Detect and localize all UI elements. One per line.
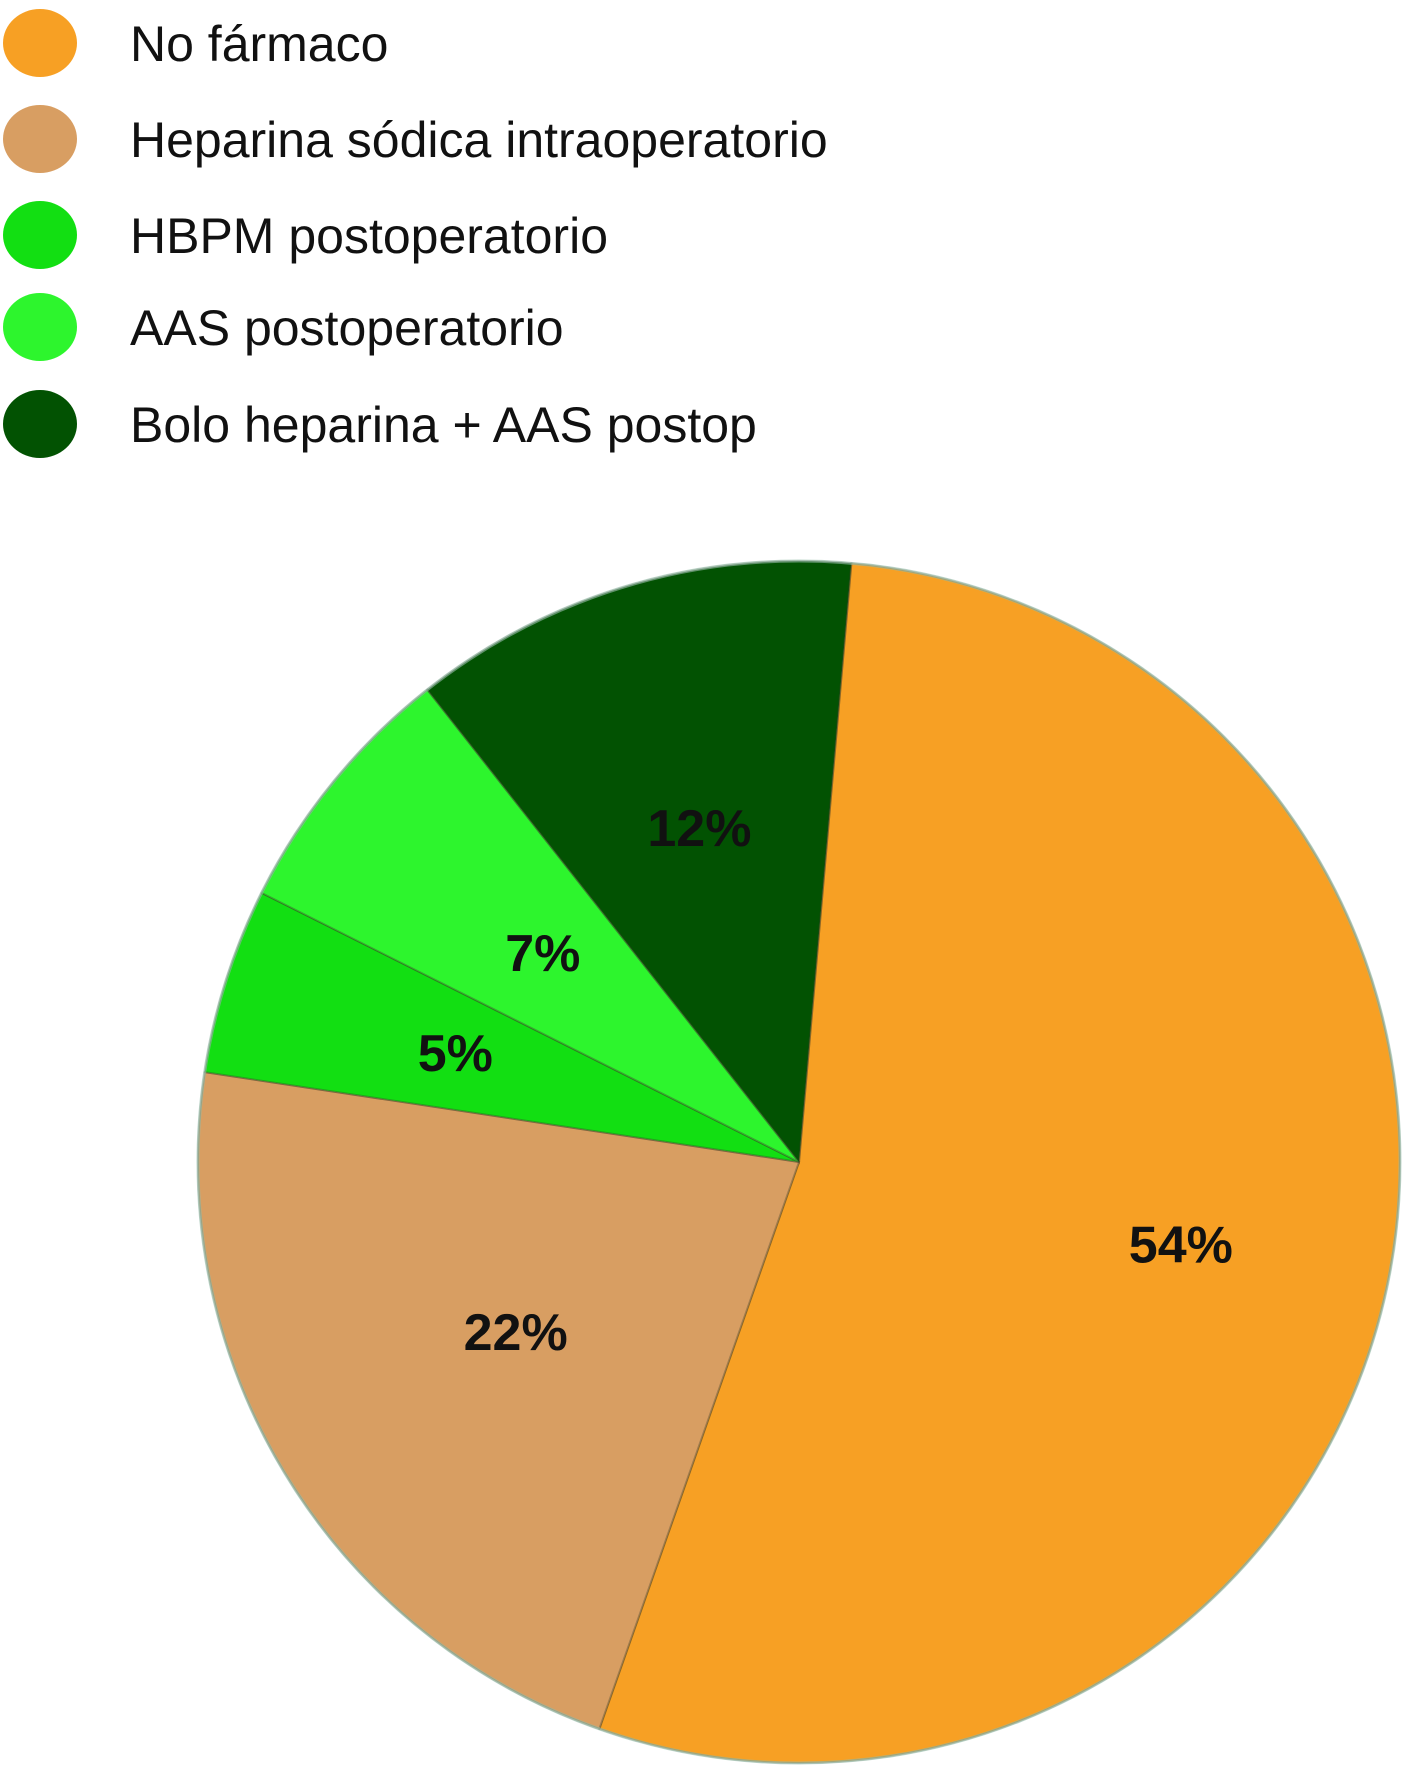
slice-label: 22% bbox=[464, 1304, 568, 1362]
slice-label: 12% bbox=[647, 800, 751, 858]
legend-label: Heparina sódica intraoperatorio bbox=[130, 112, 828, 168]
legend-swatch bbox=[3, 9, 77, 77]
legend-swatch bbox=[3, 390, 77, 458]
legend-label: AAS postoperatorio bbox=[130, 300, 564, 356]
slice-label: 54% bbox=[1129, 1217, 1233, 1275]
legend-item: Heparina sódica intraoperatorio bbox=[0, 99, 1000, 179]
pie-outline bbox=[196, 559, 1402, 1765]
legend-swatch bbox=[3, 201, 77, 269]
slice-label: 7% bbox=[505, 925, 580, 983]
legend-item: No fármaco bbox=[0, 3, 1000, 83]
legend-swatch bbox=[3, 293, 77, 361]
legend-label: HBPM postoperatorio bbox=[130, 208, 609, 264]
legend-item: Bolo heparina + AAS postop bbox=[0, 384, 1000, 464]
legend-label: Bolo heparina + AAS postop bbox=[130, 397, 757, 453]
legend-label: No fármaco bbox=[130, 16, 389, 72]
slice-label: 5% bbox=[418, 1025, 493, 1083]
legend-swatch bbox=[3, 105, 77, 173]
legend-item: AAS postoperatorio bbox=[0, 287, 1000, 367]
legend-item: HBPM postoperatorio bbox=[0, 195, 1000, 275]
